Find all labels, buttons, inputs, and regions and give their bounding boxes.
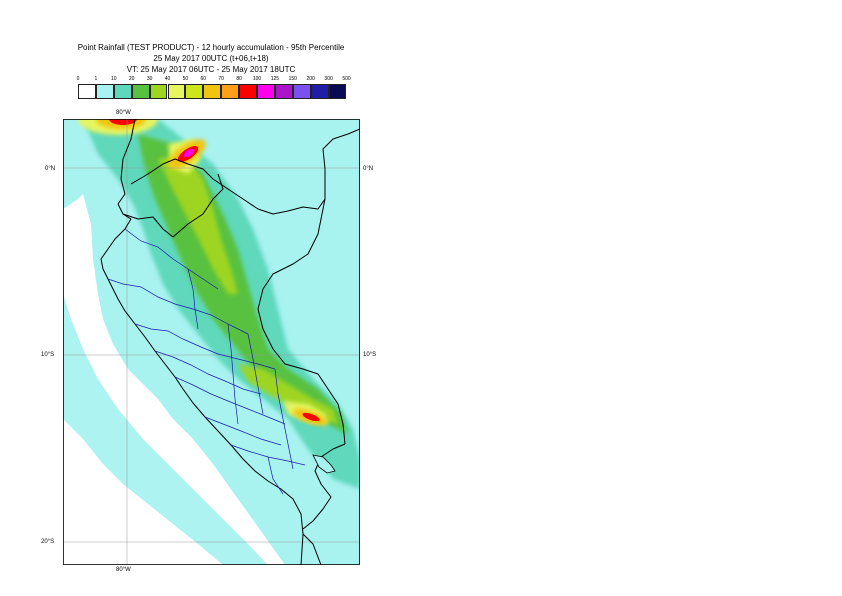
legend-threshold-label: 20 <box>128 76 135 82</box>
lake-titicaca <box>312 454 336 474</box>
rainfall-area-lime <box>158 154 238 294</box>
latitude-label-0-right: 0°N <box>363 166 374 172</box>
legend-threshold-label: 30 <box>146 76 153 82</box>
legend-threshold-label: 80 <box>236 76 242 82</box>
legend-threshold-label: 200 <box>306 76 315 82</box>
rainfall-cell-southeast-core <box>302 412 320 422</box>
longitude-label-bottom: 80°W <box>116 567 131 573</box>
peru-colombia-brazil-border <box>212 128 360 215</box>
bolivia-chile-border <box>302 533 322 565</box>
legend-threshold-label: 500 <box>342 76 351 82</box>
legend-swatch <box>78 84 96 99</box>
rainfall-map <box>63 119 360 565</box>
chart-title: Point Rainfall (TEST PRODUCT) - 12 hourl… <box>77 43 345 52</box>
validity-time: VT: 25 May 2017 06UTC - 25 May 2017 18UT… <box>126 65 296 74</box>
legend-threshold-label: 70 <box>218 76 224 82</box>
legend-swatch <box>149 84 168 99</box>
legend-threshold-label: 125 <box>270 76 280 82</box>
ecuador-peru-border <box>122 173 224 238</box>
legend-swatch <box>257 84 275 99</box>
legend-threshold-label: 10 <box>111 76 117 82</box>
legend-threshold-label: 50 <box>182 76 189 82</box>
legend-swatch <box>328 84 347 99</box>
legend-threshold-label: 1 <box>94 76 98 82</box>
legend-threshold-label: 60 <box>200 76 207 82</box>
legend-swatch <box>203 84 222 99</box>
legend-threshold-label: 0 <box>76 76 80 82</box>
legend-threshold-label: 300 <box>324 76 333 82</box>
latitude-label-20s-left: 20°S <box>41 539 55 545</box>
peru-bolivia-border <box>302 443 346 530</box>
legend-swatch <box>310 84 329 99</box>
legend-swatch <box>221 84 240 99</box>
peru-brazil-border <box>257 198 346 445</box>
forecast-run-time: 25 May 2017 00UTC (t+06,t+18) <box>153 54 269 63</box>
legend-swatch <box>239 84 257 99</box>
legend-threshold-label: 40 <box>164 76 171 82</box>
legend-swatch <box>113 84 132 99</box>
legend-swatch <box>131 84 150 99</box>
latitude-label-10s-left: 10°S <box>41 352 55 358</box>
legend-swatch <box>95 84 114 99</box>
legend-swatch <box>274 84 293 99</box>
legend-swatch <box>167 84 186 99</box>
latitude-label-10s-right: 10°S <box>363 352 377 358</box>
rainfall-cell-northwest-core <box>109 119 137 125</box>
legend-swatch <box>292 84 311 99</box>
rainfall-area-offshore <box>63 294 268 565</box>
legend-swatch <box>185 84 204 99</box>
rainfall-cell-north-core <box>183 148 195 158</box>
ecuador-colombia-border <box>130 158 214 185</box>
map-frame <box>63 119 360 565</box>
legend-threshold-label: 150 <box>288 76 297 82</box>
region-borders <box>107 228 306 495</box>
longitude-label-top: 80°W <box>116 110 131 116</box>
legend-threshold-label: 100 <box>252 76 262 82</box>
latitude-label-0-left: 0°N <box>45 166 56 172</box>
